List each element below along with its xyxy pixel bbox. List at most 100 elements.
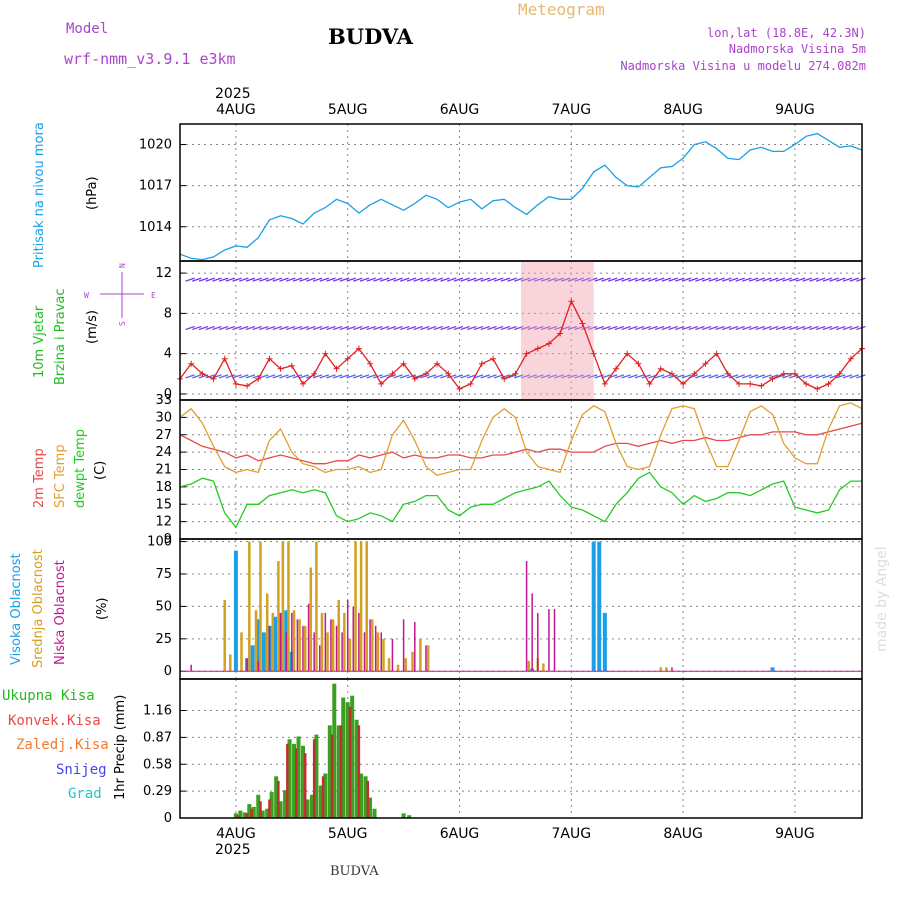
bar: [295, 748, 298, 818]
wind-barb: [534, 374, 544, 379]
bottom-day-label: 8AUG: [663, 826, 703, 842]
wind-barb: [279, 374, 289, 379]
wind-barb: [561, 277, 571, 282]
wind-barb: [748, 374, 759, 379]
wind-barb: [520, 277, 531, 282]
wind-barb: [326, 325, 336, 331]
wind-barb: [366, 325, 376, 331]
bar: [242, 812, 247, 818]
wind-barb: [185, 277, 195, 282]
wind-barb: [601, 325, 611, 331]
bar: [279, 612, 282, 672]
bar: [374, 625, 377, 672]
compass-west: W: [84, 291, 89, 300]
wind-barb: [312, 325, 323, 331]
wind-barb: [782, 277, 792, 282]
wind-barb: [728, 325, 739, 331]
bar: [548, 609, 550, 672]
wind-barb: [453, 325, 464, 331]
bar: [287, 541, 290, 672]
bar: [391, 638, 394, 672]
bar: [248, 541, 251, 672]
wind-barb: [701, 325, 712, 331]
wind-barb: [561, 325, 571, 331]
top-day-label: 7AUG: [552, 102, 592, 118]
y-tick-label: 18: [155, 480, 172, 495]
bar: [553, 609, 556, 672]
wind-barb: [567, 277, 578, 282]
wind-barb: [641, 374, 651, 379]
wind-barb: [728, 277, 739, 282]
wind-speed-point: [791, 370, 798, 377]
bar: [365, 541, 368, 672]
wind-barb: [842, 277, 853, 282]
bar: [283, 790, 288, 818]
wind-barb: [493, 325, 504, 331]
wind-barb: [815, 277, 826, 282]
wind-barb: [815, 374, 826, 379]
wind-barb: [836, 374, 846, 379]
top-day-label: 6AUG: [440, 102, 480, 118]
wind-speed-point: [557, 330, 564, 337]
y-tick-label: 0: [164, 811, 172, 826]
wind-barb: [574, 374, 584, 379]
bar: [296, 736, 301, 818]
bar: [260, 810, 265, 818]
wind-barb: [192, 374, 202, 379]
wind-barb: [795, 325, 806, 331]
y-tick-label: 9: [164, 532, 172, 547]
wind-barb: [339, 374, 350, 379]
bar: [591, 541, 596, 672]
top-day-label: 9AUG: [775, 102, 815, 118]
bar: [396, 664, 400, 672]
wind-barb: [379, 374, 390, 379]
bar: [359, 773, 364, 818]
wind-barb: [514, 277, 524, 282]
wind-barb: [259, 325, 269, 331]
precip-legend-conv: Konvek.Kisa: [8, 713, 101, 729]
wind-barb: [218, 374, 229, 379]
wind-barb: [406, 374, 417, 379]
wind-barb: [272, 374, 283, 379]
wind-barb: [621, 374, 631, 379]
wind-barb: [762, 325, 772, 331]
watermark: made by Angel: [874, 546, 890, 652]
bar: [363, 776, 368, 818]
bar: [324, 612, 327, 672]
wind-speed-point: [601, 380, 608, 387]
wind-barb: [581, 325, 591, 331]
wind-barb: [299, 325, 309, 331]
wind-speed-point: [188, 360, 195, 367]
wind-barb: [654, 277, 665, 282]
wind-speed-point: [299, 380, 306, 387]
bar: [265, 593, 269, 672]
wind-barb: [614, 325, 625, 331]
wind-barb: [581, 277, 591, 282]
wind-barb: [802, 277, 812, 282]
wind-barb: [715, 277, 725, 282]
bar: [404, 658, 408, 672]
wind-barb: [480, 374, 490, 379]
wind-speed-point: [400, 360, 407, 367]
wind-speed-point: [635, 360, 642, 367]
bar: [343, 612, 346, 672]
bar: [292, 610, 296, 672]
station-title: BUDVA: [328, 24, 414, 49]
wind-barb: [487, 374, 497, 379]
wind-speed-point: [568, 298, 575, 305]
wind-barb: [185, 374, 195, 379]
y-tick-label: 15: [155, 497, 172, 512]
wind-speed-point: [255, 375, 262, 382]
wind-barb: [849, 374, 859, 379]
wind-barb: [802, 374, 812, 379]
wind-barb: [359, 374, 370, 379]
wind-speed-point: [534, 345, 541, 352]
wind-barb: [225, 325, 236, 331]
bar: [326, 632, 329, 672]
wind-speed-point: [736, 380, 743, 387]
wind-barb: [212, 277, 222, 282]
y-tick-label: 0.29: [143, 784, 172, 799]
wind-barb: [795, 374, 806, 379]
wind-barb: [594, 325, 604, 331]
y-tick-label: 1020: [139, 138, 172, 153]
